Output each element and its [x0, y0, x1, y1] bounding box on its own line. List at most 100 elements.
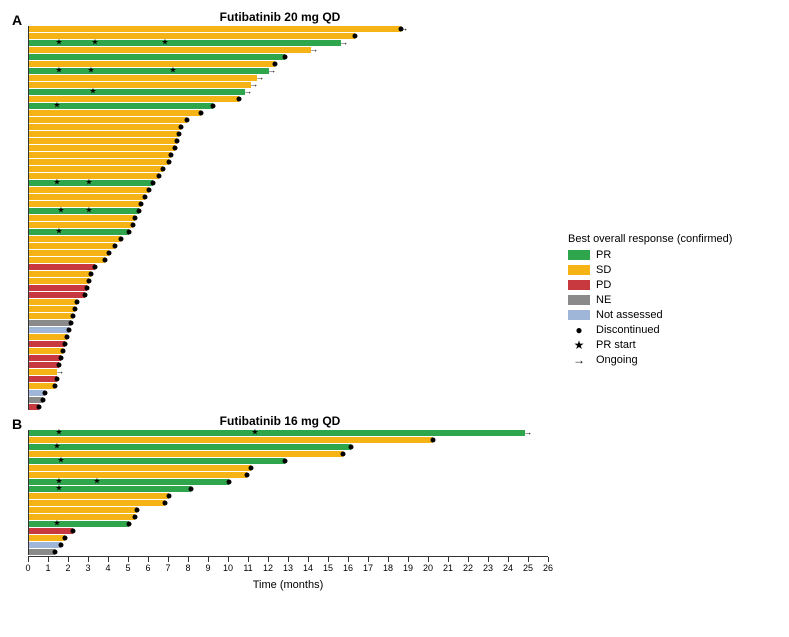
- swimmer-bar: [29, 285, 87, 291]
- x-tick-label: 25: [523, 563, 533, 573]
- x-tick-label: 17: [363, 563, 373, 573]
- swimmer-row: [29, 404, 549, 410]
- discontinued-icon: [227, 480, 232, 485]
- swimmer-bar: [29, 507, 137, 513]
- discontinued-icon: [63, 342, 68, 347]
- legend-item: SD: [568, 264, 779, 276]
- discontinued-icon: [71, 314, 76, 319]
- charts-column: A Futibatinib 20 mg QD →★★★→→★★★→→→★→★★★…: [10, 10, 550, 591]
- discontinued-icon: [85, 286, 90, 291]
- legend-item: Not assessed: [568, 309, 779, 321]
- legend-label: PD: [596, 279, 611, 291]
- discontinued-icon: [211, 104, 216, 109]
- swimmer-row: [29, 334, 549, 340]
- discontinued-icon: [179, 125, 184, 130]
- x-tick: [368, 557, 369, 562]
- swimmer-bar: [29, 437, 433, 443]
- discontinued-icon: [157, 174, 162, 179]
- x-tick-label: 4: [105, 563, 110, 573]
- swimmer-row: [29, 451, 549, 457]
- swimmer-bar: [29, 430, 525, 436]
- discontinued-icon: [137, 209, 142, 214]
- discontinued-icon: [75, 300, 80, 305]
- swimmer-row: [29, 173, 549, 179]
- swimmer-bar: [29, 549, 55, 555]
- swimmer-row: [29, 376, 549, 382]
- x-tick: [308, 557, 309, 562]
- discontinued-icon: [59, 543, 64, 548]
- swimmer-bar: [29, 159, 169, 165]
- panel-a: A Futibatinib 20 mg QD →★★★→→★★★→→→★→★★★…: [10, 10, 550, 410]
- swimmer-bar: [29, 145, 175, 151]
- discontinued-icon: [147, 188, 152, 193]
- panel-b-plot: ★★→★★★★★★: [28, 430, 549, 555]
- pr-start-icon: ★: [89, 88, 96, 96]
- pr-start-icon: ★: [85, 207, 92, 215]
- swimmer-row: [29, 250, 549, 256]
- swimmer-row: ★★: [29, 479, 549, 485]
- swimmer-bar: [29, 264, 95, 270]
- swimmer-row: ★: [29, 444, 549, 450]
- discontinued-icon: [151, 181, 156, 186]
- swimmer-bar: [29, 320, 71, 326]
- swimmer-bar: [29, 243, 115, 249]
- swimmer-row: [29, 327, 549, 333]
- discontinued-icon: [119, 237, 124, 242]
- swimmer-row: [29, 61, 549, 67]
- swimmer-row: [29, 493, 549, 499]
- swimmer-row: ★★★→: [29, 40, 549, 46]
- swimmer-bar: [29, 369, 57, 375]
- swimmer-row: [29, 110, 549, 116]
- x-tick: [28, 557, 29, 562]
- discontinued-icon: [53, 384, 58, 389]
- swimmer-row: [29, 131, 549, 137]
- swimmer-row: [29, 117, 549, 123]
- x-tick: [508, 557, 509, 562]
- ongoing-icon: →: [523, 428, 532, 437]
- swimmer-row: →: [29, 26, 549, 32]
- discontinued-icon: [59, 356, 64, 361]
- swimmer-row: [29, 215, 549, 221]
- legend-label: PR start: [596, 339, 636, 351]
- x-tick: [348, 557, 349, 562]
- pr-start-icon: ★: [91, 39, 98, 47]
- swimmer-bar: [29, 47, 311, 53]
- discontinued-icon: [41, 398, 46, 403]
- swimmer-bar: [29, 222, 133, 228]
- legend-title: Best overall response (confirmed): [568, 233, 779, 245]
- swimmer-row: [29, 54, 549, 60]
- x-tick-label: 9: [205, 563, 210, 573]
- pr-start-icon: ★: [161, 39, 168, 47]
- discontinued-icon: [353, 34, 358, 39]
- swimmer-row: [29, 138, 549, 144]
- swimmer-row: [29, 271, 549, 277]
- discontinued-icon: [107, 251, 112, 256]
- discontinued-icon: [63, 536, 68, 541]
- x-tick-label: 10: [223, 563, 233, 573]
- swimmer-row: [29, 397, 549, 403]
- x-tick-label: 0: [25, 563, 30, 573]
- swimmer-row: [29, 313, 549, 319]
- x-tick: [528, 557, 529, 562]
- legend-label: Discontinued: [596, 324, 660, 336]
- swimmer-row: [29, 166, 549, 172]
- discontinued-icon: [71, 529, 76, 534]
- legend-item: →Ongoing: [568, 354, 779, 366]
- x-tick-label: 21: [443, 563, 453, 573]
- discontinued-icon: [93, 265, 98, 270]
- x-tick-label: 22: [463, 563, 473, 573]
- x-tick: [488, 557, 489, 562]
- discontinued-icon: [67, 328, 72, 333]
- swimmer-bar: [29, 327, 69, 333]
- swimmer-bar: [29, 306, 75, 312]
- swimmer-bar: [29, 152, 171, 158]
- legend-symbol-icon: →: [568, 354, 590, 366]
- discontinued-icon: [245, 473, 250, 478]
- discontinued-icon: [127, 522, 132, 527]
- swimmer-row: [29, 507, 549, 513]
- swimmer-bar: [29, 500, 165, 506]
- swimmer-row: [29, 549, 549, 555]
- swimmer-bar: [29, 75, 257, 81]
- swimmer-bar: [29, 313, 73, 319]
- discontinued-icon: [73, 307, 78, 312]
